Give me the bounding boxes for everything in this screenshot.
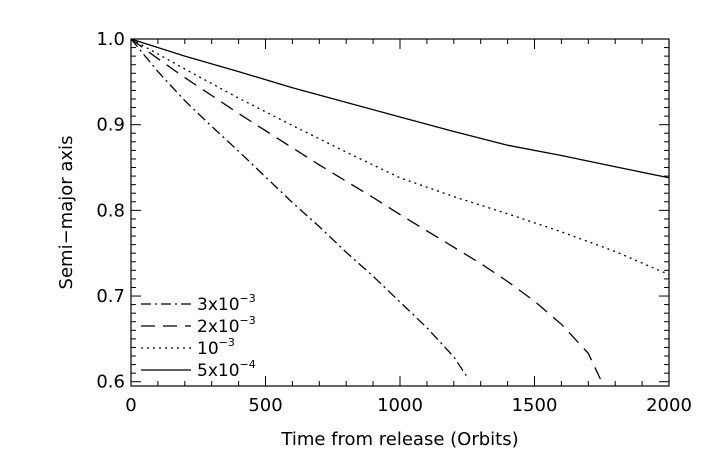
series-line-1 — [130, 38, 470, 380]
y-tick-label: 0.6 — [96, 372, 125, 393]
x-tick-label: 1000 — [377, 395, 423, 416]
x-tick-label: 1500 — [512, 395, 558, 416]
legend-label-1: 3x10−3 — [197, 292, 256, 315]
x-tick-label: 500 — [248, 395, 282, 416]
series-line-2 — [130, 38, 601, 380]
y-tick-label: 0.8 — [96, 200, 125, 221]
series-line-3 — [130, 38, 670, 276]
series-lines — [130, 38, 670, 380]
y-axis-title: Semi−major axis — [56, 136, 77, 290]
legend-label-4: 5x10−4 — [197, 358, 256, 381]
y-tick-label: 0.7 — [96, 286, 125, 307]
x-tick-label: 0 — [125, 395, 136, 416]
legend-label-3: 10−3 — [197, 336, 235, 359]
series-line-4 — [130, 38, 670, 179]
axis-ticks — [130, 38, 670, 386]
y-tick-label: 0.9 — [96, 115, 125, 136]
axis-tick-labels: 0 500 1000 1500 2000 0.6 0.7 0.8 0.9 1.0 — [96, 29, 692, 416]
y-tick-label: 1.0 — [96, 29, 125, 50]
legend-label-2: 2x10−3 — [197, 314, 256, 337]
x-axis-title: Time from release (Orbits) — [280, 429, 518, 450]
x-tick-label: 2000 — [646, 395, 692, 416]
